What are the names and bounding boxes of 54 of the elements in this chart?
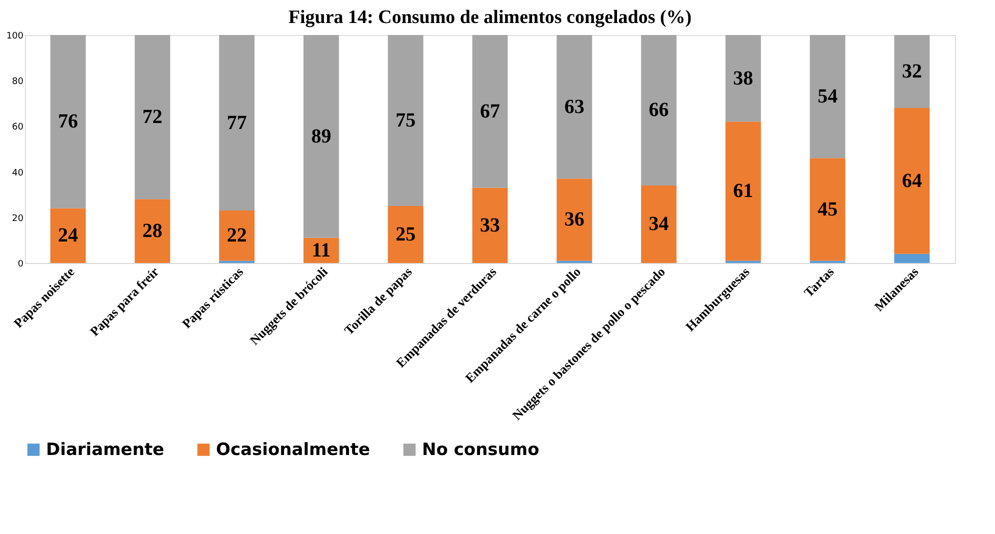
bar bbox=[894, 254, 930, 263]
data-label: 54 bbox=[818, 86, 838, 108]
bar bbox=[641, 35, 677, 186]
data-label: 25 bbox=[396, 224, 416, 246]
bar bbox=[219, 35, 255, 211]
bar bbox=[556, 178, 592, 261]
bar bbox=[50, 35, 86, 208]
bar bbox=[725, 35, 761, 122]
y-tick-label: 60 bbox=[12, 122, 24, 133]
legend-label: No consumo bbox=[422, 440, 540, 460]
data-label: 33 bbox=[480, 214, 500, 236]
legend-label: Ocasionalmente bbox=[216, 440, 370, 460]
y-tick-label: 20 bbox=[12, 214, 24, 224]
data-label: 61 bbox=[733, 180, 754, 202]
bar bbox=[641, 185, 677, 263]
data-label: 67 bbox=[480, 100, 500, 122]
y-tick-label: 40 bbox=[12, 168, 24, 178]
legend-label: Diariamente bbox=[46, 440, 164, 460]
bar bbox=[894, 35, 930, 108]
data-label: 32 bbox=[902, 60, 922, 82]
data-label: 75 bbox=[396, 110, 416, 132]
data-label: 22 bbox=[226, 224, 247, 247]
data-label: 45 bbox=[818, 198, 838, 220]
bar bbox=[134, 35, 170, 200]
y-tick-label: 80 bbox=[12, 77, 24, 88]
data-label: 77 bbox=[226, 112, 247, 134]
data-label: 36 bbox=[564, 208, 584, 231]
bar bbox=[219, 210, 255, 261]
bar bbox=[472, 35, 508, 188]
bar bbox=[810, 158, 846, 261]
y-tick-label: 0 bbox=[18, 260, 24, 270]
data-label: 38 bbox=[733, 67, 754, 90]
data-label: 11 bbox=[312, 239, 331, 262]
y-tick-label: 100 bbox=[6, 32, 24, 42]
data-label: 72 bbox=[142, 106, 162, 128]
data-label: 89 bbox=[311, 125, 332, 148]
bar bbox=[894, 108, 930, 254]
data-label: 76 bbox=[58, 110, 78, 133]
bar bbox=[725, 122, 761, 261]
data-label: 66 bbox=[648, 99, 669, 122]
bar bbox=[388, 206, 424, 263]
bar bbox=[810, 35, 846, 158]
bar bbox=[556, 35, 592, 179]
data-label: 34 bbox=[648, 213, 669, 236]
bar bbox=[303, 35, 339, 238]
bar bbox=[50, 208, 86, 263]
bar bbox=[134, 199, 170, 263]
data-label: 28 bbox=[142, 220, 162, 242]
data-label: 64 bbox=[902, 170, 922, 192]
data-label: 24 bbox=[58, 224, 78, 247]
bar bbox=[472, 188, 508, 263]
data-label: 63 bbox=[564, 96, 584, 118]
bar bbox=[388, 35, 424, 206]
chart-title: Figura 14: Consumo de alimentos congelados (%) bbox=[288, 7, 692, 28]
